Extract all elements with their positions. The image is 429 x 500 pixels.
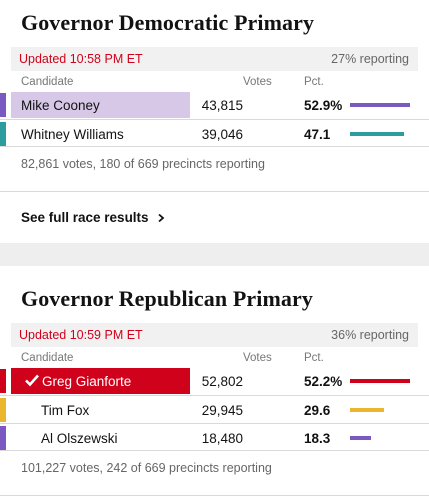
section-separator <box>0 243 429 266</box>
see-full-results-link[interactable]: See full race results <box>21 210 166 225</box>
candidate-pct-bar <box>350 132 404 136</box>
candidate-votes: 52,802 <box>201 374 243 389</box>
status-bar: Updated 10:58 PM ET 27% reporting <box>11 47 418 71</box>
candidate-name: Al Olszewski <box>41 431 118 446</box>
race-title: Governor Republican Primary <box>21 286 313 311</box>
candidate-name: Mike Cooney <box>21 98 100 113</box>
column-header-votes: Votes <box>243 352 272 364</box>
candidate-color-marker <box>0 369 6 393</box>
candidate-pct: 52.2% <box>304 374 343 389</box>
candidate-pct: 47.1 <box>304 127 331 142</box>
candidate-pct-bar <box>350 408 384 412</box>
leader-highlight <box>11 92 190 118</box>
column-header-candidate: Candidate <box>21 76 74 88</box>
results-summary: 82,861 votes, 180 of 669 precincts repor… <box>21 157 265 171</box>
candidate-color-marker <box>0 93 6 117</box>
checkmark-icon <box>25 374 39 387</box>
candidate-pct-bar <box>350 379 410 383</box>
candidate-votes: 29,945 <box>201 403 243 418</box>
divider <box>0 191 429 192</box>
updated-time: Updated 10:58 PM ET <box>19 52 143 66</box>
status-bar: Updated 10:59 PM ET 36% reporting <box>11 323 418 347</box>
column-header-candidate: Candidate <box>21 352 74 364</box>
candidate-color-marker <box>0 426 6 450</box>
candidate-row: Al Olszewski 18,480 18.3 <box>0 423 429 451</box>
candidate-color-marker <box>0 122 6 146</box>
candidate-votes: 43,815 <box>201 98 243 113</box>
leader-highlight <box>11 368 190 394</box>
candidate-pct: 52.9% <box>304 98 343 113</box>
candidate-pct-bar <box>350 103 410 107</box>
candidate-row: Greg Gianforte 52,802 52.2% <box>0 367 429 395</box>
column-header-pct: Pct. <box>304 76 324 88</box>
candidate-row: Whitney Williams 39,046 47.1 <box>0 119 429 147</box>
candidate-name: Greg Gianforte <box>42 374 132 389</box>
candidate-name: Tim Fox <box>41 403 90 418</box>
candidate-name: Whitney Williams <box>21 127 124 142</box>
candidate-pct: 29.6 <box>304 403 331 418</box>
chevron-right-icon <box>158 213 165 223</box>
candidate-votes: 39,046 <box>201 127 243 142</box>
candidate-votes: 18,480 <box>201 431 243 446</box>
reporting-percent: 27% reporting <box>331 52 409 66</box>
reporting-percent: 36% reporting <box>331 328 409 342</box>
updated-time: Updated 10:59 PM ET <box>19 328 143 342</box>
candidate-color-marker <box>0 398 6 422</box>
divider <box>0 495 429 496</box>
race-title: Governor Democratic Primary <box>21 10 315 35</box>
results-summary: 101,227 votes, 242 of 669 precincts repo… <box>21 461 272 475</box>
candidate-pct-bar <box>350 436 371 440</box>
candidate-row: Tim Fox 29,945 29.6 <box>0 395 429 423</box>
column-header-pct: Pct. <box>304 352 324 364</box>
candidate-pct: 18.3 <box>304 431 331 446</box>
see-full-results-label: See full race results <box>21 210 149 225</box>
column-header-votes: Votes <box>243 76 272 88</box>
candidate-row: Mike Cooney 43,815 52.9% <box>0 91 429 119</box>
